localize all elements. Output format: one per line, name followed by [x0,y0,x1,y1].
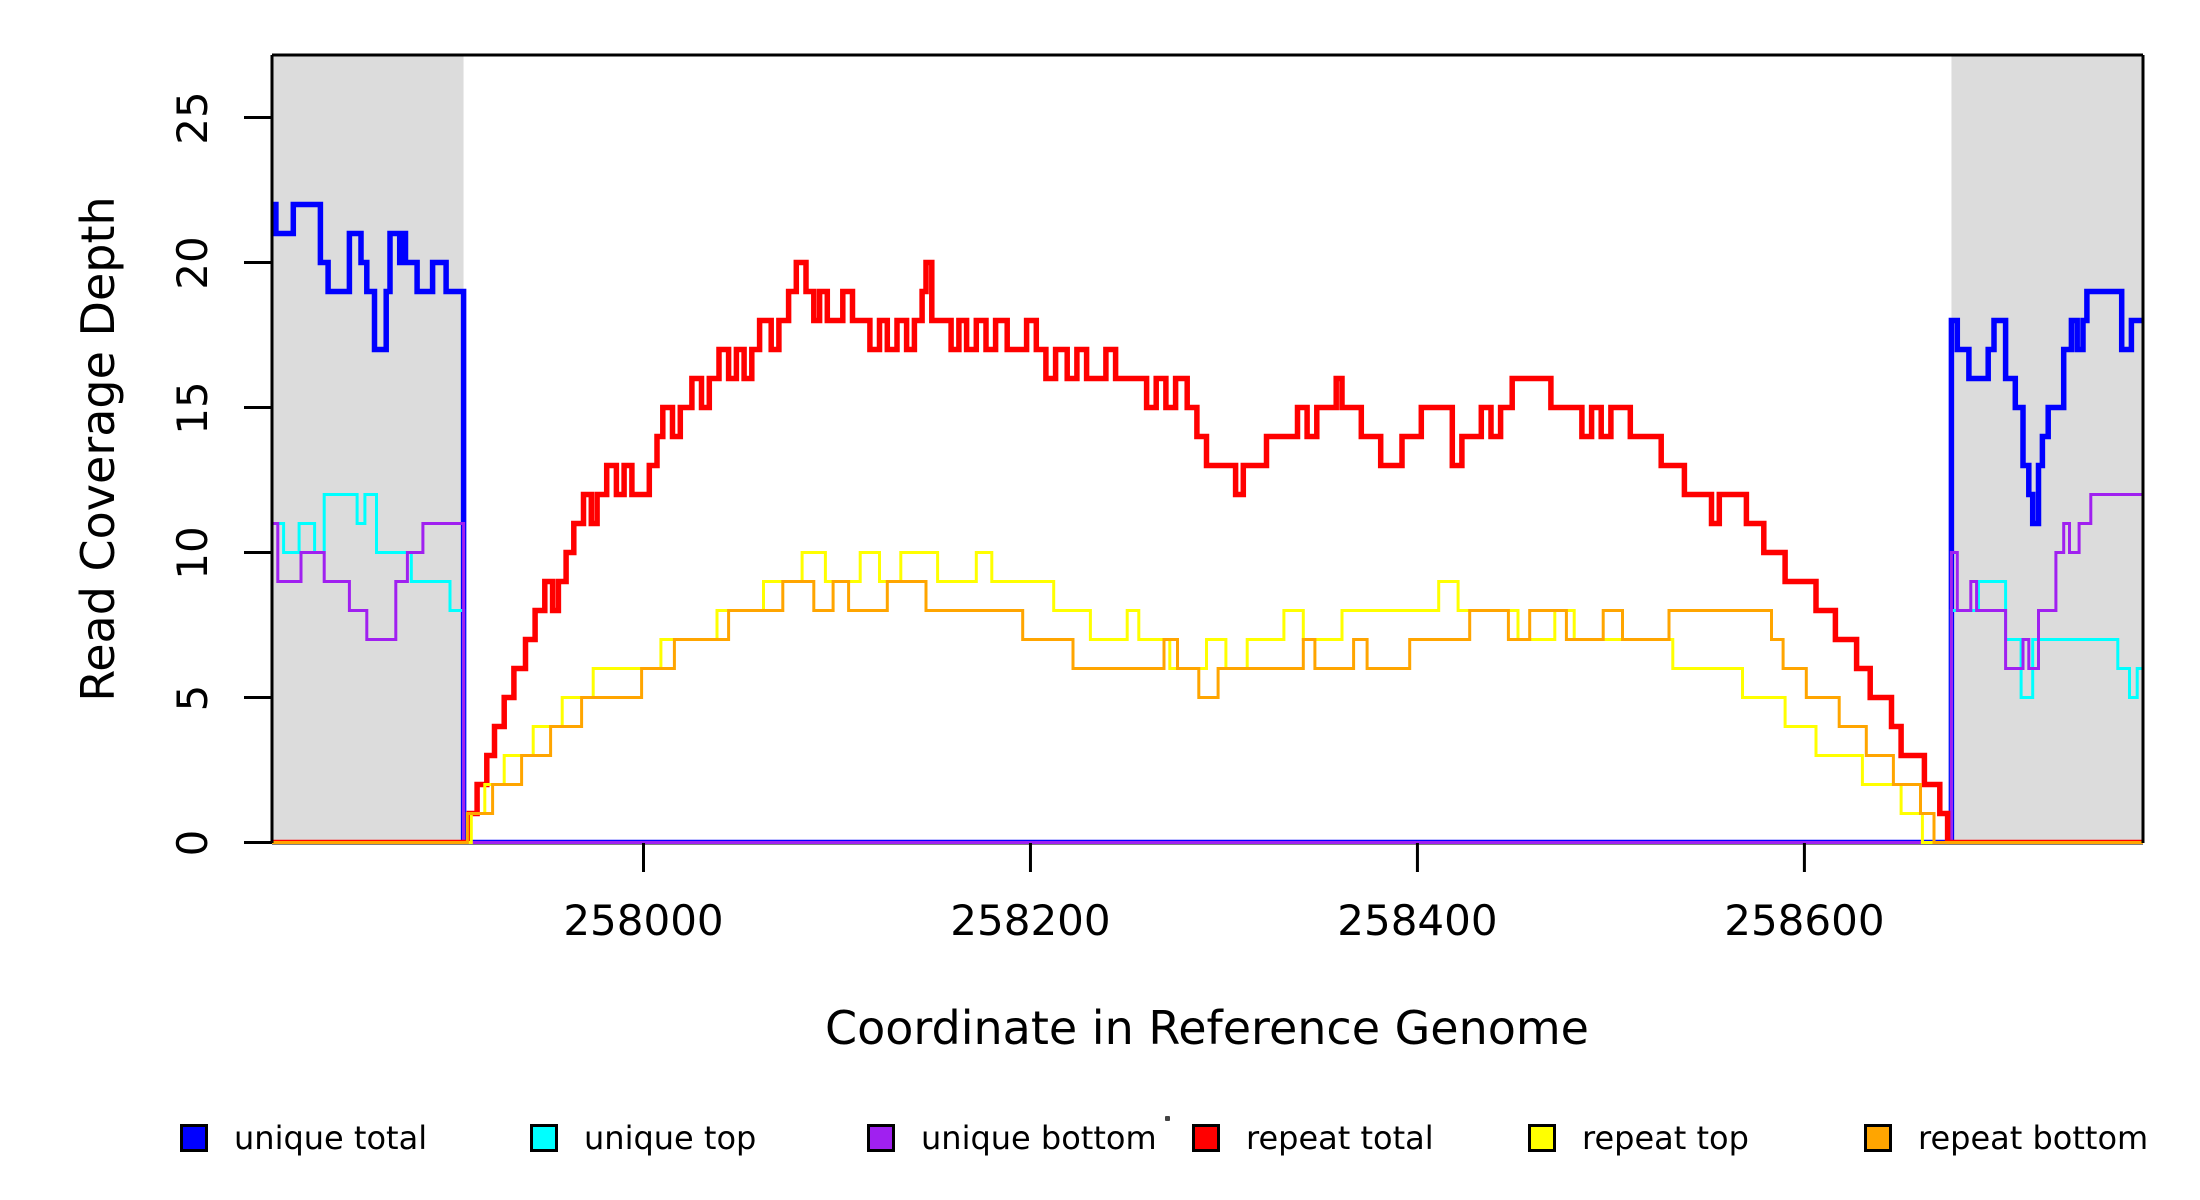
legend-label: repeat total [1246,1119,1434,1157]
y-tick-label: 15 [167,380,217,435]
x-axis-title: Coordinate in Reference Genome [825,1001,1589,1055]
unique-total-swatch-icon [180,1124,208,1152]
legend-item-unique-total: unique total [180,1108,427,1168]
y-axis-title: Read Coverage Depth [71,196,125,702]
y-tick-label: 25 [167,90,217,145]
left-unique-flank [272,55,464,843]
y-tick-label: 20 [167,235,217,290]
x-tick-label: 258200 [950,895,1111,945]
legend-item-unique-top: unique top [530,1108,756,1168]
series-unique-total [272,201,2143,844]
series-repeat-top [272,551,2143,844]
repeat-bottom-swatch-icon [1864,1124,1892,1152]
chart-legend: unique total unique top unique bottom re… [0,1108,2200,1168]
right-unique-flank [1951,55,2143,843]
legend-label: repeat bottom [1918,1119,2149,1157]
series-unique-bottom [272,493,2143,844]
legend-item-unique-bottom: unique bottom [867,1108,1157,1168]
x-tick-label: 258600 [1724,895,1885,945]
unique-top-swatch-icon [530,1124,558,1152]
legend-label: unique top [584,1119,757,1157]
legend-label: repeat top [1582,1119,1749,1157]
legend-item-repeat-total: repeat total [1192,1108,1434,1168]
y-tick-label: 5 [167,684,217,711]
stray-dot-artifact [1165,1116,1170,1121]
unique-bottom-swatch-icon [867,1124,895,1152]
repeat-top-swatch-icon [1528,1124,1556,1152]
x-tick-label: 258400 [1337,895,1498,945]
legend-label: unique bottom [921,1119,1157,1157]
y-tick-label: 0 [167,829,217,856]
legend-item-repeat-bottom: repeat bottom [1864,1108,2148,1168]
x-tick-label: 258000 [563,895,724,945]
repeat-total-swatch-icon [1192,1124,1220,1152]
series-repeat-total [272,259,2143,844]
series-repeat-bottom [272,580,2143,844]
legend-item-repeat-top: repeat top [1528,1108,1749,1168]
legend-label: unique total [234,1119,428,1157]
y-tick-label: 10 [167,525,217,580]
